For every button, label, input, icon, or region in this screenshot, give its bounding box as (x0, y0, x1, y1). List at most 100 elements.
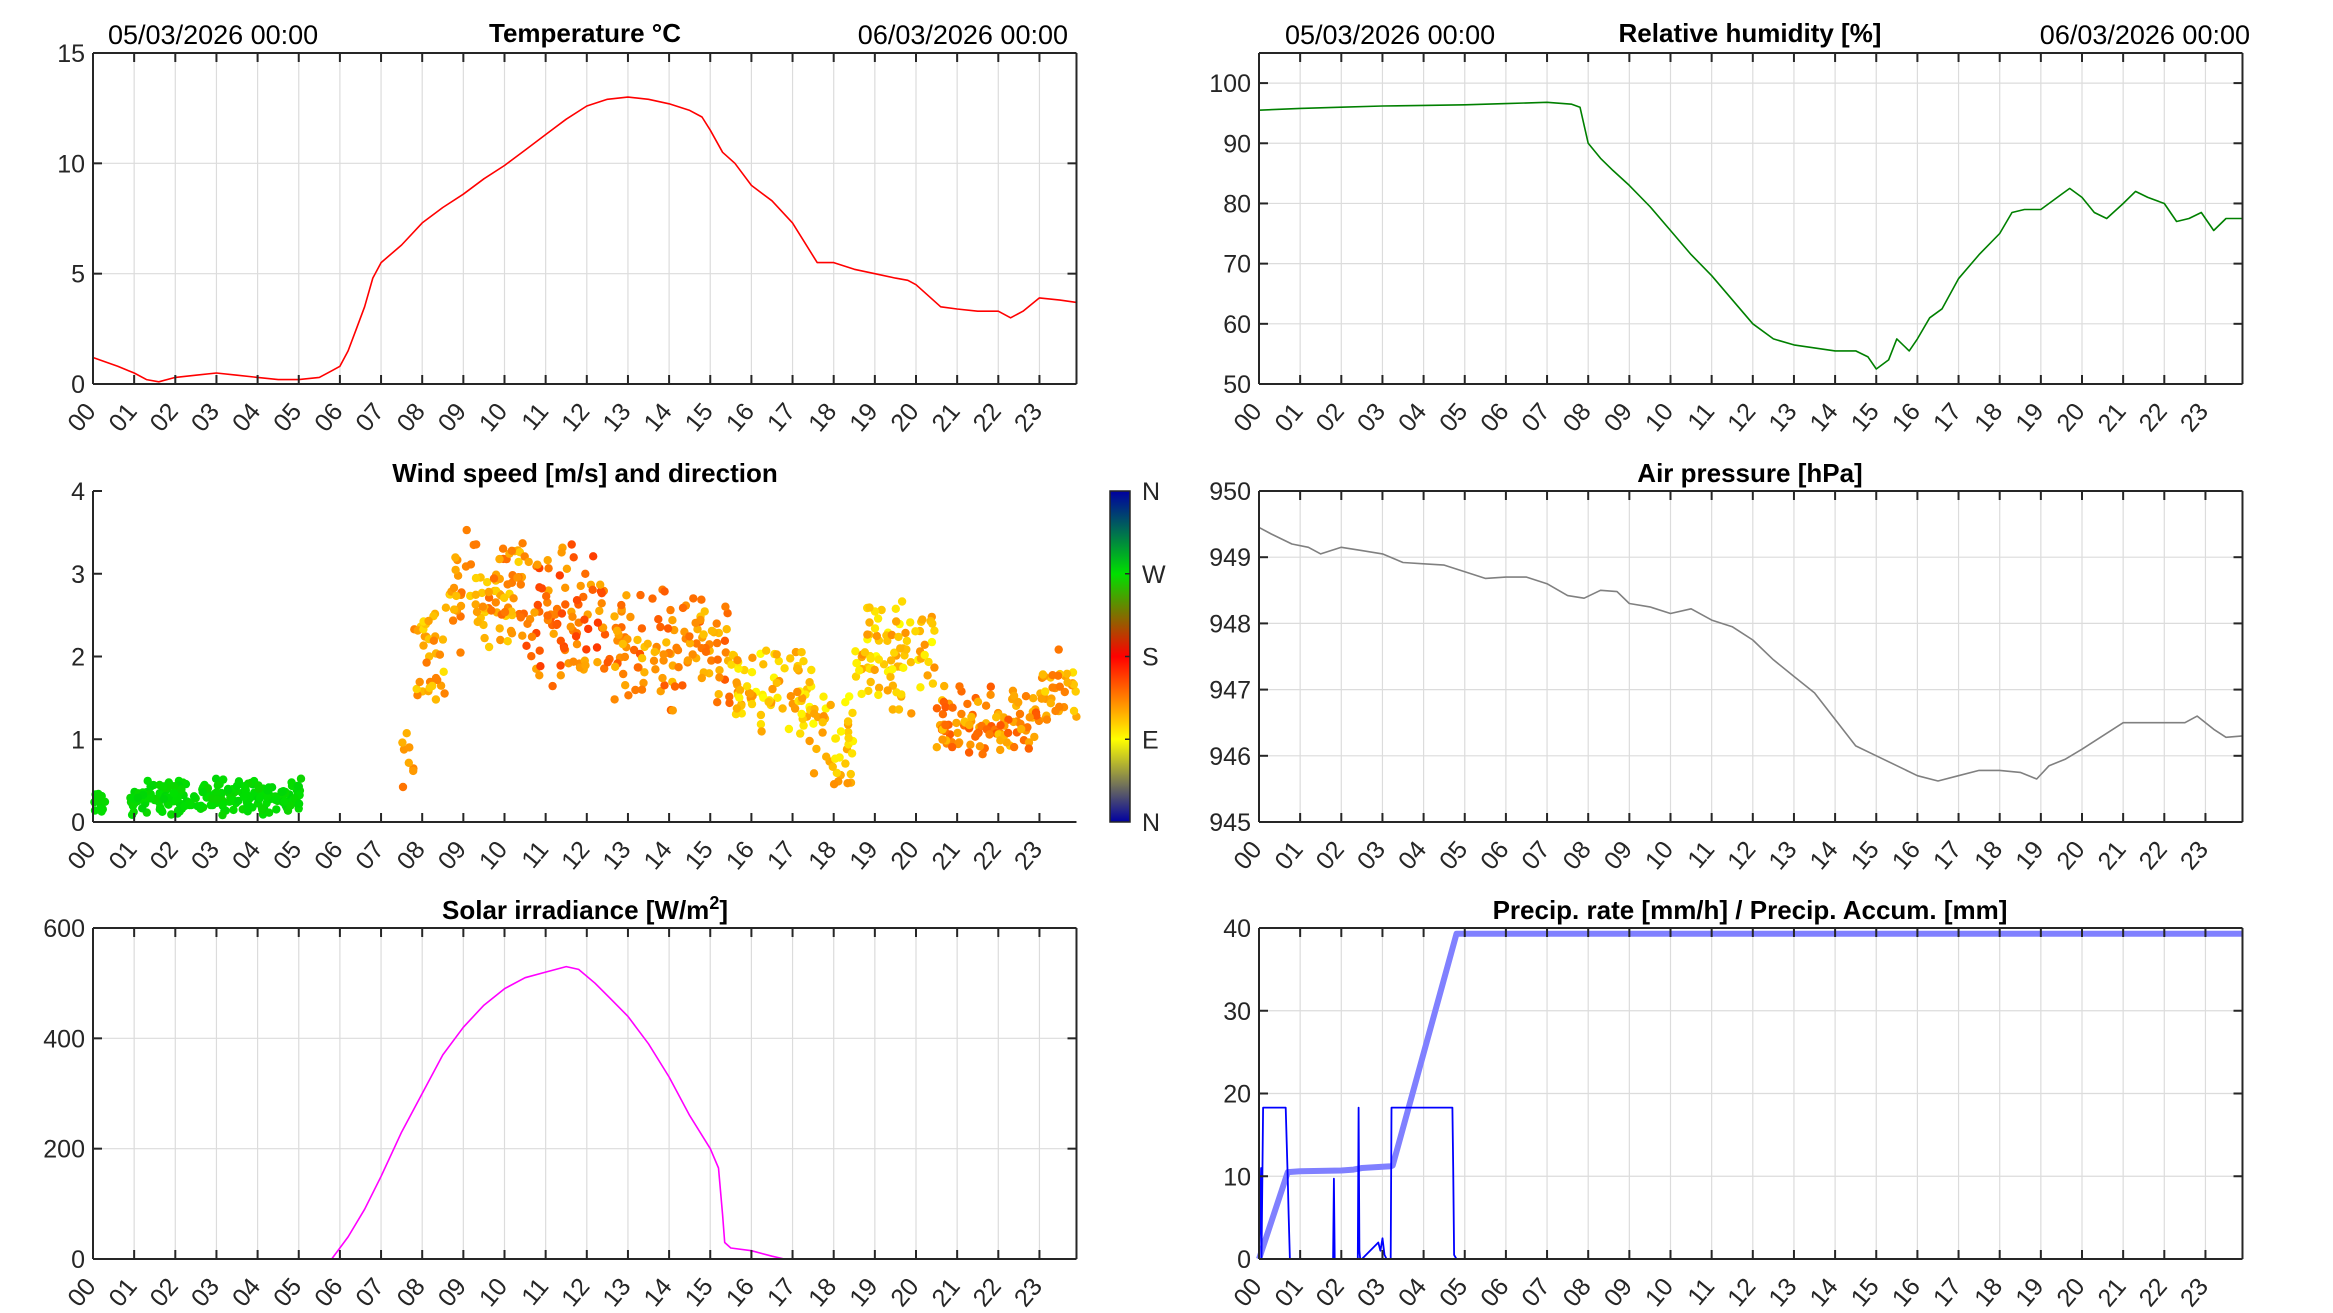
x-tick-label: 05 (268, 398, 307, 437)
x-tick-label: 19 (844, 836, 883, 875)
x-tick-label: 08 (391, 836, 430, 875)
x-tick-label: 00 (62, 398, 101, 437)
y-tick-label: 2 (71, 644, 85, 672)
x-tick-label: 22 (2134, 398, 2173, 437)
wind-point (843, 717, 853, 726)
wind-point (907, 709, 916, 718)
start-date-label: 05/03/2026 00:00 (108, 20, 318, 50)
y-tick-label: 80 (1223, 190, 1251, 218)
wind-point (715, 673, 724, 682)
wind-point (429, 636, 438, 645)
wind-point (865, 618, 874, 627)
x-tick-label: 23 (1009, 1273, 1048, 1312)
x-tick-label: 15 (680, 1273, 719, 1312)
x-tick-label: 12 (1722, 836, 1761, 875)
wind-point (851, 672, 861, 681)
wind-point (927, 637, 937, 647)
x-tick-label: 14 (638, 836, 677, 875)
wind-point (928, 679, 938, 688)
wind-point (1071, 687, 1080, 696)
wind-point (503, 580, 512, 589)
wind-point (797, 709, 806, 719)
wind-point (864, 686, 873, 696)
wind-point (973, 729, 982, 738)
wind-point (593, 618, 603, 627)
wind-point (516, 580, 525, 589)
x-tick-label: 23 (2175, 398, 2214, 437)
wind-point (659, 656, 668, 665)
wind-point (866, 677, 875, 687)
wind-point (592, 643, 602, 652)
wind-point (940, 681, 949, 691)
wind-point (633, 635, 642, 645)
wind-point (595, 606, 604, 616)
wind-point (844, 733, 853, 743)
y-tick-label: 947 (1209, 677, 1251, 705)
x-tick-label: 07 (1516, 398, 1555, 437)
solar-chart: Solar irradiance [W/m2] 00 01 02 03 04 05 06 07… (43, 893, 1078, 1312)
wind-point (452, 591, 461, 601)
wind-point (651, 665, 660, 674)
wind-point (668, 616, 677, 625)
wind-point (610, 612, 619, 621)
wind-point (535, 671, 544, 680)
wind-point (478, 602, 488, 611)
wind-point (610, 695, 619, 704)
wind-point (516, 613, 525, 622)
wind-point (966, 740, 975, 749)
wind-point (877, 605, 886, 615)
wind-point (487, 606, 496, 615)
x-tick-label: 15 (680, 836, 719, 875)
wind-point (734, 664, 743, 673)
wind-point (897, 597, 907, 606)
wind-point (906, 658, 916, 667)
wind-point (471, 600, 480, 609)
wind-point (572, 596, 582, 605)
x-tick-label: 15 (1846, 836, 1885, 875)
x-tick-label: 20 (2051, 398, 2090, 437)
x-tick-label: 04 (1393, 398, 1432, 437)
x-tick-label: 21 (2092, 398, 2131, 437)
x-tick-label: 01 (1269, 836, 1308, 875)
wind-point (747, 699, 757, 709)
wind-point (756, 710, 766, 720)
wind-point (157, 806, 166, 815)
pressure-chart: Air pressure [hPa] 00 01 02 03 04 05 06 07 08 09 1… (1209, 458, 2244, 875)
x-tick-label: 13 (597, 836, 636, 875)
wind-point (146, 794, 155, 803)
x-tick-label: 16 (721, 836, 760, 875)
wind-point (472, 540, 481, 549)
x-tick-label: 20 (885, 836, 924, 875)
wind-point (556, 661, 565, 670)
wind-point (588, 585, 597, 594)
temperature-chart: 05/03/2026 00:00 Temperature °C 06/03/20… (57, 18, 1078, 437)
x-tick-label: 17 (1928, 398, 1967, 437)
x-tick-label: 07 (350, 398, 389, 437)
wind-point (514, 557, 523, 567)
wind-point (1063, 678, 1072, 687)
wind-point (624, 691, 633, 700)
wind-point (707, 656, 716, 665)
y-tick-label: 0 (71, 371, 85, 399)
x-tick-label: 19 (2010, 836, 2049, 875)
x-tick-label: 23 (2175, 836, 2214, 875)
x-tick-label: 22 (968, 1273, 1007, 1312)
wind-point (721, 648, 730, 657)
y-tick-label: 90 (1223, 130, 1251, 158)
colorbar-label: N (1142, 478, 1160, 506)
wind-point (581, 661, 590, 670)
wind-point (438, 635, 448, 644)
wind-point (556, 636, 565, 645)
wind-point (1062, 669, 1072, 678)
wind-point (756, 720, 766, 729)
wind-point (735, 685, 745, 695)
wind-point (1030, 732, 1039, 742)
y-tick-label: 15 (57, 40, 85, 68)
wind-point (489, 574, 499, 583)
wind-point (1025, 713, 1034, 722)
wind-point (1032, 711, 1041, 720)
wind-point (894, 632, 903, 642)
x-tick-label: 22 (2134, 836, 2173, 875)
wind-point (1048, 683, 1057, 692)
wind-point (626, 612, 635, 622)
